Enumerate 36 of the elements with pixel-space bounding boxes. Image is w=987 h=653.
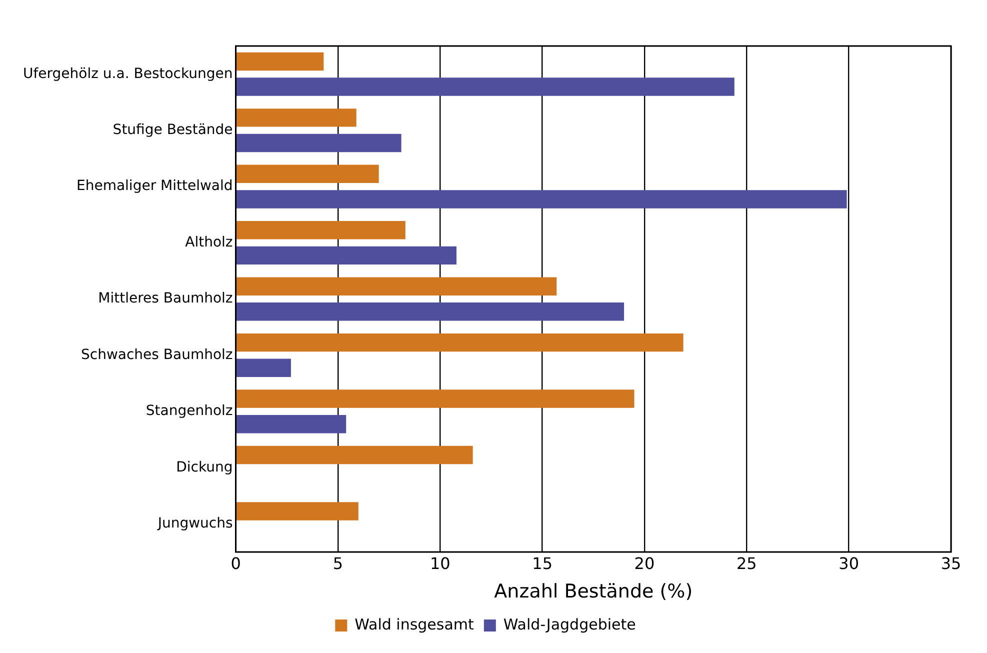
bar [236,52,324,71]
y-tick-label: Stufige Bestände [112,122,233,138]
legend-label: Wald-Jagdgebiete [503,615,636,634]
y-tick-label: Mittleres Baumholz [98,290,233,307]
x-tick-label: 20 [634,554,655,573]
bar [236,108,356,127]
y-tick-label: Stangenholz [146,403,233,420]
bar [236,302,624,321]
x-tick-label: 0 [230,554,241,573]
bar [236,78,734,96]
bar [236,221,406,240]
bar [236,164,379,184]
bar [236,502,358,520]
x-tick-label: 30 [838,554,860,573]
bar [236,414,346,434]
x-tick-label: 25 [736,554,757,573]
x-tick-label: 10 [430,554,450,573]
y-tick-label: Jungwuchs [156,516,233,532]
x-tick-label: 5 [332,554,344,573]
x-tick-label: 15 [532,554,552,573]
legend-label: Wald insgesamt [354,615,474,634]
bar [236,333,684,352]
y-tick-label: Schwaches Baumholz [80,346,233,363]
x-tick-label: 35 [940,554,962,573]
y-tick-label: Ehemaliger Mittelwald [76,178,233,194]
y-tick-label: Altholz [185,234,233,250]
bar [236,134,402,152]
bar [236,446,473,464]
y-tick-label: Ufergehölz u.a. Bestockungen [22,66,233,82]
bar [236,358,291,377]
bar [236,277,557,296]
bar [236,246,456,265]
x-axis-title: Anzahl Bestände (%) [494,580,693,603]
bar [236,390,634,408]
bar [236,190,847,208]
y-tick-label: Dickung [176,459,233,476]
